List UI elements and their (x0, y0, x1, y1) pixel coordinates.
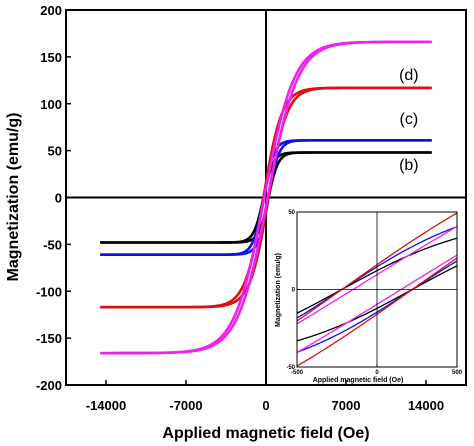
y-tick-label: -100 (36, 284, 62, 299)
series-label: (c) (400, 111, 419, 128)
series-lines (100, 40, 432, 355)
inset-x-axis-title: Applied magnetic field (Oe) (313, 377, 404, 384)
inset-x-tick-label: -500 (291, 370, 304, 376)
x-tick-label: 0 (262, 398, 269, 413)
y-tick-label: -50 (43, 237, 62, 252)
x-tick-label: 14000 (408, 398, 444, 413)
main-plot-area: -14000 -7000 0 7000 14000 -200-150-100-50050… (36, 3, 467, 413)
inset-y-tick-label: 0 (292, 288, 296, 294)
y-tick-label: 0 (55, 191, 62, 206)
series-line (100, 40, 432, 355)
inset-y-tick-label: -50 (286, 365, 295, 371)
series-label: (d) (399, 67, 419, 84)
y-axis-ticks: -200 -150 -100 -50 0 50 100 150 200 (36, 3, 71, 393)
inset-y-axis-title: Magnetization (emu/g) (275, 253, 282, 327)
inset-x-tick-label: 0 (375, 370, 379, 376)
x-tick-label: -7000 (169, 398, 202, 413)
series-labels: (a)(b)(c)(d) (399, 67, 419, 228)
y-tick-label: -200 (36, 378, 62, 393)
x-tick-label: -14000 (86, 398, 126, 413)
y-tick-label: 200 (40, 3, 62, 18)
inset-y-tick-label: 50 (288, 210, 295, 216)
x-axis-ticks: -14000 -7000 0 7000 14000 (86, 380, 444, 413)
x-axis-title: Applied magnetic field (Oe) (162, 425, 369, 442)
series-label: (b) (399, 157, 419, 174)
x-tick-label: 7000 (332, 398, 361, 413)
y-tick-label: -150 (36, 331, 62, 346)
y-tick-label: 150 (40, 50, 62, 65)
y-tick-label: 50 (48, 144, 62, 159)
y-axis-title: Magnetization (emu/g) (5, 113, 22, 282)
inset-x-tick-label: 500 (452, 370, 463, 376)
y-tick-label: 100 (40, 97, 62, 112)
